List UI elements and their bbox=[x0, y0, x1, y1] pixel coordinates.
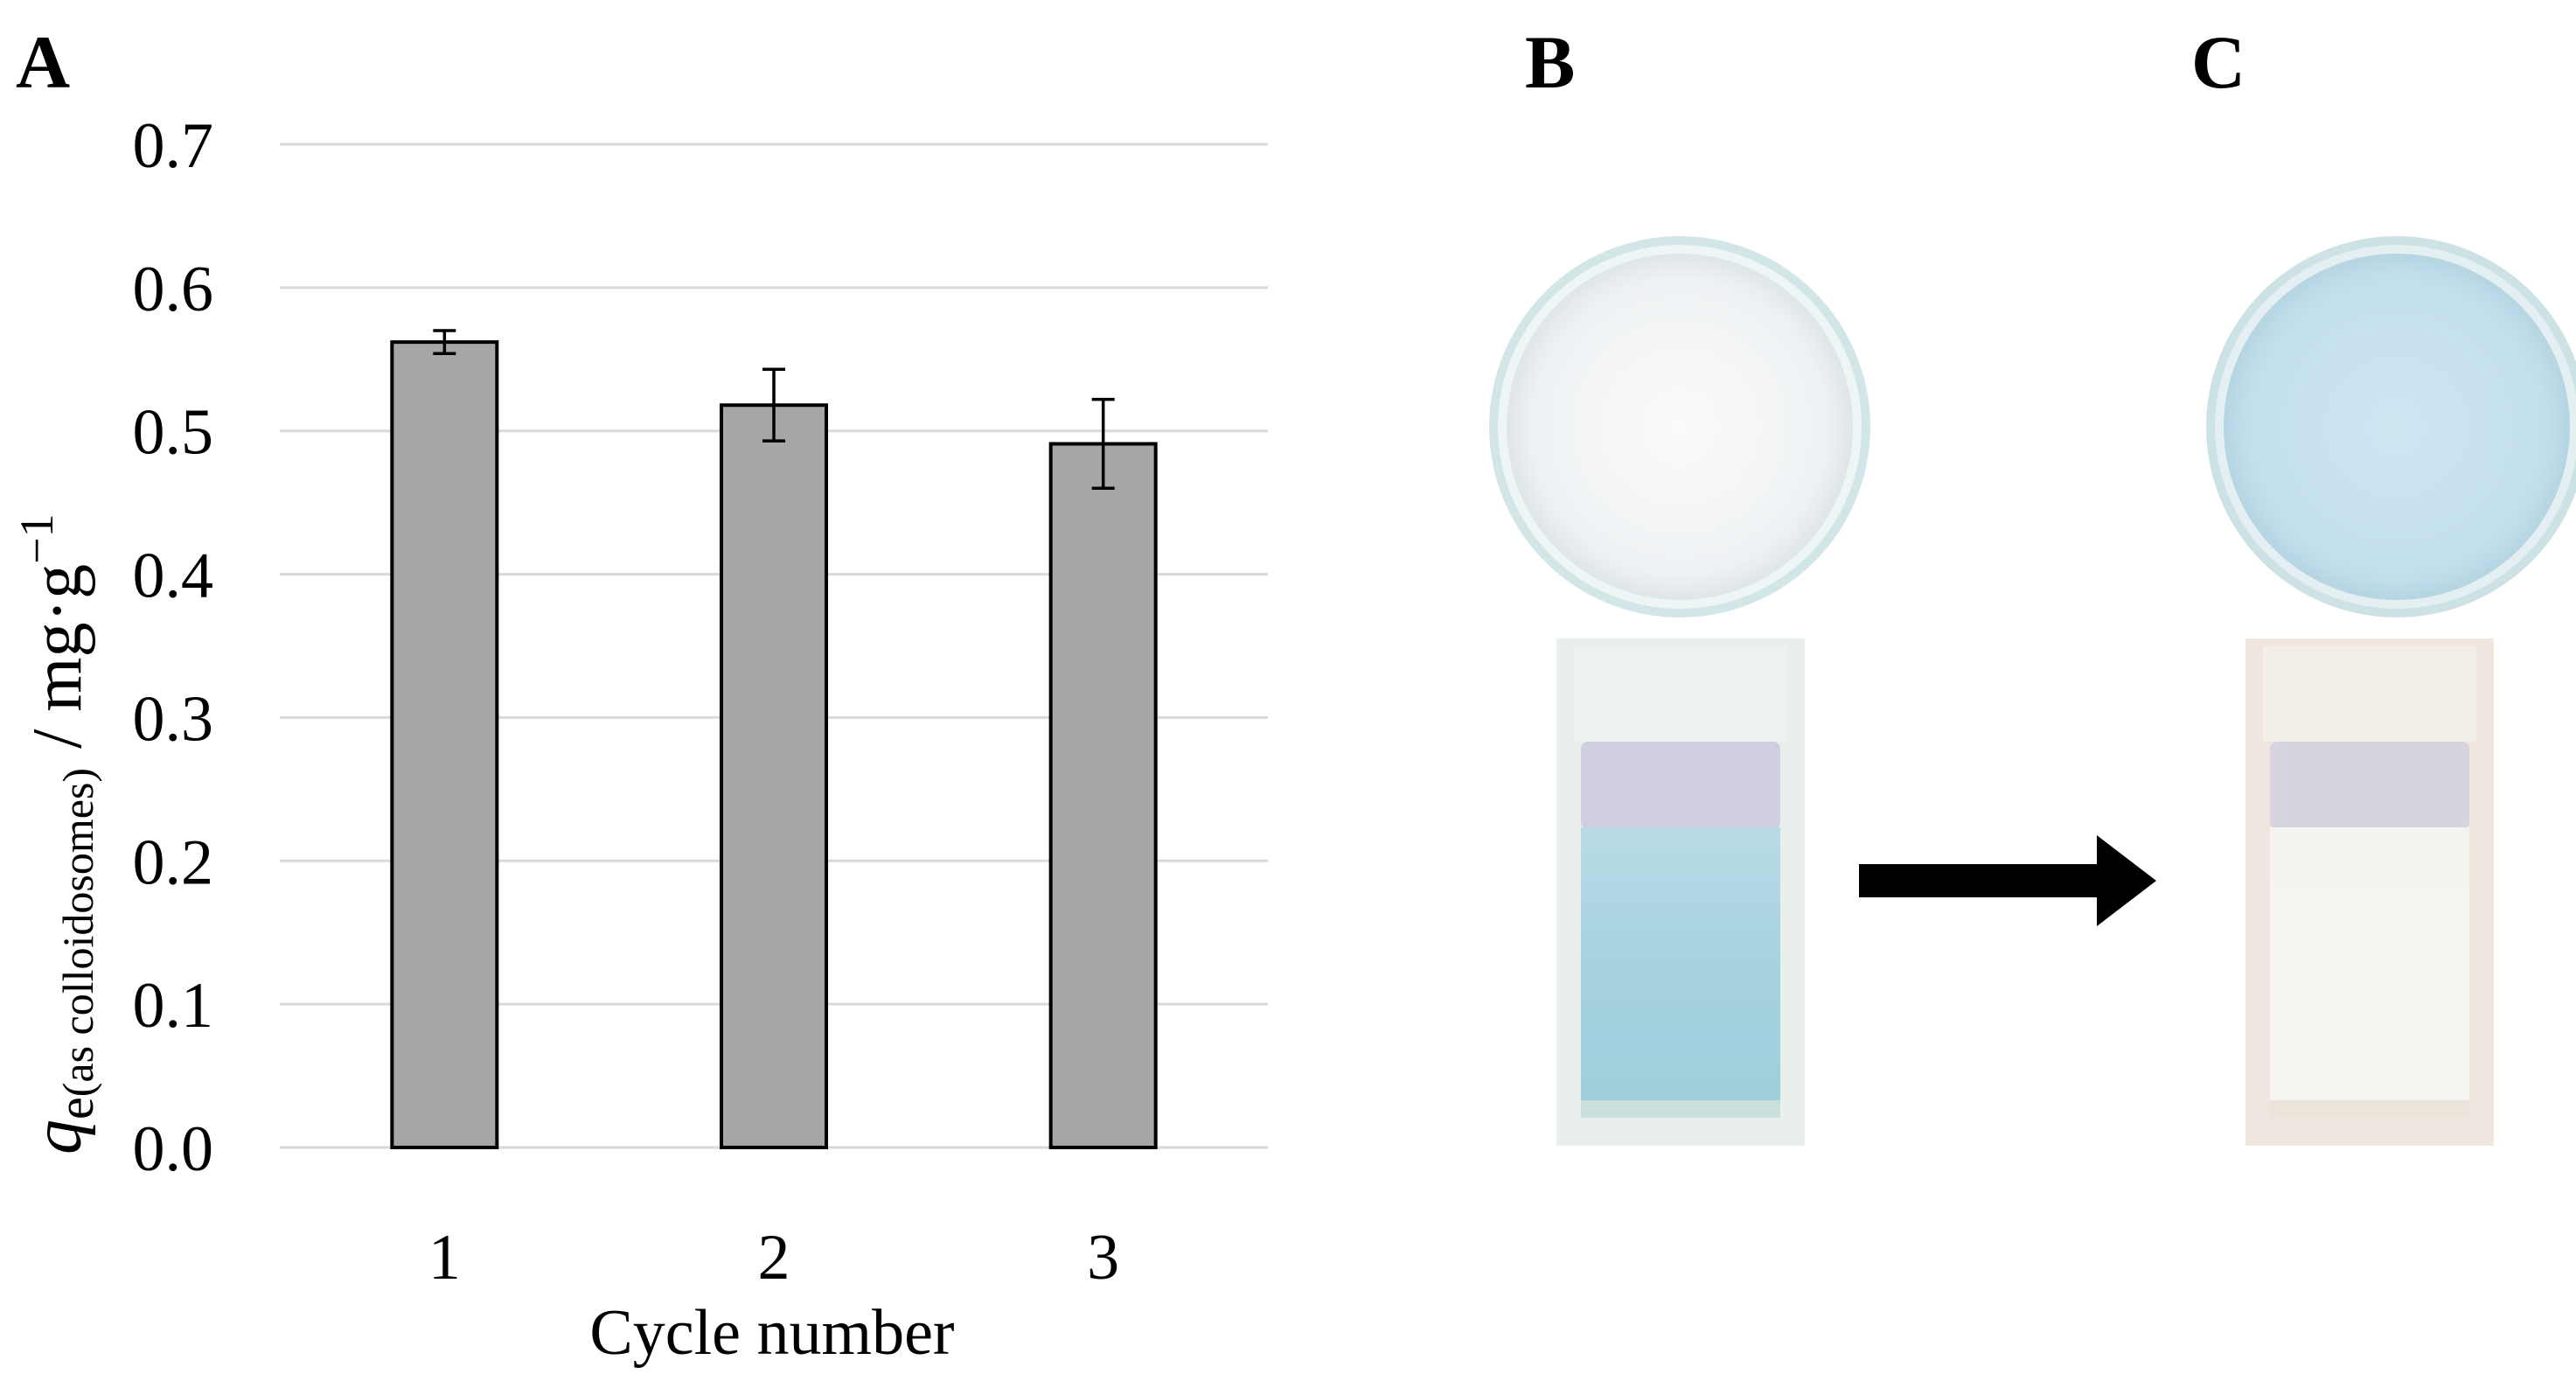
x-tick-labels: 1 2 3 bbox=[428, 1222, 1119, 1294]
y-label-qualifier: (as colloidosomes) bbox=[53, 768, 102, 1097]
y-tick-label: 0.3 bbox=[133, 683, 214, 755]
arrow-icon bbox=[1859, 835, 2156, 926]
dish-before-photo bbox=[1474, 234, 1885, 619]
panel-label-a: A bbox=[16, 20, 71, 104]
x-tick-label: 1 bbox=[428, 1222, 461, 1294]
y-label-unit: / mg·g bbox=[19, 564, 96, 749]
cuvette-before-photo bbox=[1556, 638, 1805, 1146]
y-label-exponent: −1 bbox=[10, 513, 63, 563]
y-tick-label: 0.0 bbox=[133, 1113, 214, 1185]
panel-label-b: B bbox=[1525, 20, 1576, 104]
bar bbox=[720, 403, 828, 1150]
bar bbox=[1048, 442, 1158, 1149]
y-label-symbol: q bbox=[19, 1119, 96, 1154]
x-tick-label: 2 bbox=[758, 1222, 790, 1294]
y-label-subscript: e bbox=[47, 1097, 104, 1119]
x-tick-label: 3 bbox=[1087, 1222, 1119, 1294]
y-axis-label: qe(as colloidosomes) / mg·g−1 bbox=[10, 513, 104, 1154]
y-tick-label: 0.4 bbox=[133, 541, 214, 612]
y-tick-label: 0.5 bbox=[133, 397, 214, 469]
dish-after-photo bbox=[2193, 234, 2576, 619]
panel-label-c: C bbox=[2191, 20, 2246, 104]
y-tick-labels: 0.0 0.1 0.2 0.3 0.4 0.5 0.6 0.7 bbox=[133, 110, 214, 1185]
bars bbox=[390, 329, 1158, 1150]
y-tick-label: 0.2 bbox=[133, 827, 214, 898]
cuvette-after-photo bbox=[2245, 638, 2494, 1146]
x-axis-label: Cycle number bbox=[589, 1297, 954, 1369]
svg-text:qe(as colloidosomes)/ mg·g−1: qe(as colloidosomes) / mg·g−1 bbox=[10, 513, 104, 1154]
y-tick-label: 0.7 bbox=[133, 110, 214, 182]
y-tick-label: 0.6 bbox=[133, 254, 214, 325]
y-tick-label: 0.1 bbox=[133, 970, 214, 1042]
bar bbox=[390, 340, 499, 1149]
